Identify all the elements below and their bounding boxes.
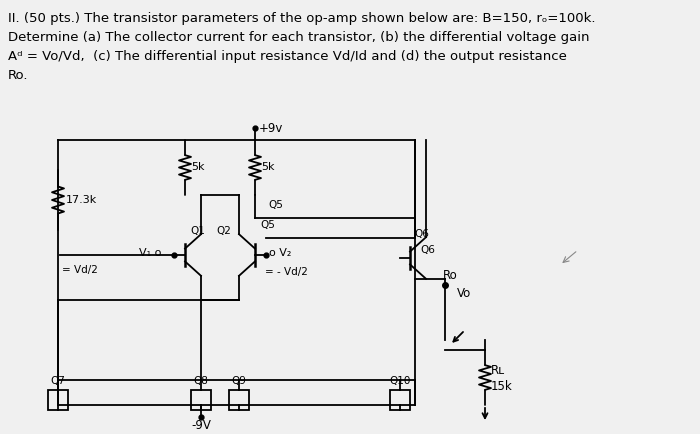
Text: Q7: Q7 (50, 376, 65, 386)
Text: 5k: 5k (261, 162, 274, 172)
Text: 17.3k: 17.3k (66, 195, 97, 205)
Text: Q6: Q6 (415, 229, 430, 239)
Text: Ro.: Ro. (8, 69, 29, 82)
Text: Q9: Q9 (232, 376, 246, 386)
Text: V₁ o: V₁ o (139, 248, 162, 258)
Text: Q5: Q5 (269, 200, 284, 210)
Text: o V₂: o V₂ (269, 248, 291, 258)
Text: -9V: -9V (191, 419, 211, 432)
Text: Determine (a) The collector current for each transistor, (b) the differential vo: Determine (a) The collector current for … (8, 31, 589, 44)
Text: II. (50 pts.) The transistor parameters of the op-amp shown below are: B=150, rₒ: II. (50 pts.) The transistor parameters … (8, 12, 596, 25)
Text: Q5: Q5 (260, 220, 275, 230)
Bar (191, 390, 211, 410)
Text: Vo: Vo (457, 287, 471, 300)
Text: Q2: Q2 (216, 226, 231, 236)
Text: 5k: 5k (191, 162, 204, 172)
Text: Q1: Q1 (190, 226, 205, 236)
Text: Q8: Q8 (194, 376, 209, 386)
Bar (390, 390, 410, 410)
Text: = - Vd/2: = - Vd/2 (265, 267, 307, 277)
Text: Q6: Q6 (420, 245, 435, 255)
Bar (229, 390, 249, 410)
Text: Aᵈ = Vo/Vd,  (c) The differential input resistance Vd/Id and (d) the output resi: Aᵈ = Vo/Vd, (c) The differential input r… (8, 50, 567, 63)
Text: = Vd/2: = Vd/2 (62, 265, 98, 275)
Text: 15k: 15k (491, 379, 512, 392)
Text: Ro: Ro (443, 269, 458, 282)
Text: Rʟ: Rʟ (491, 364, 505, 377)
Text: +9v: +9v (259, 122, 284, 135)
Text: Q10: Q10 (389, 376, 411, 386)
Bar (48, 390, 68, 410)
